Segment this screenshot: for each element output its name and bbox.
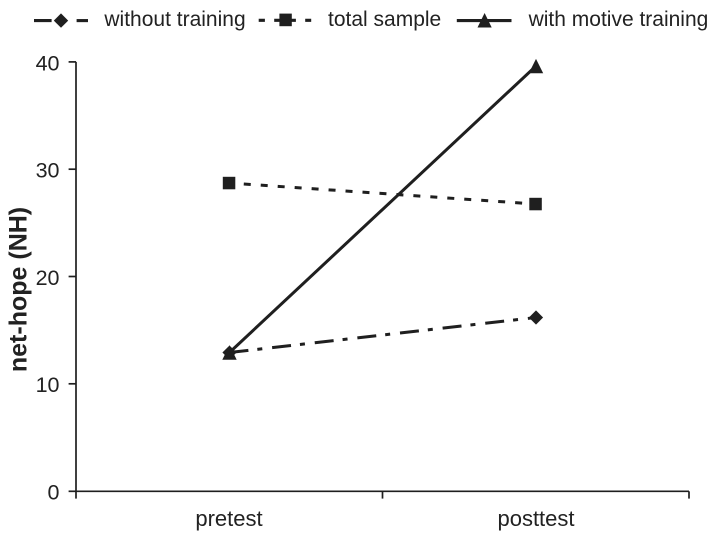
svg-text:posttest: posttest xyxy=(497,506,574,531)
svg-text:without training: without training xyxy=(103,8,245,31)
svg-text:pretest: pretest xyxy=(195,506,262,531)
svg-text:30: 30 xyxy=(36,159,60,183)
svg-text:total sample: total sample xyxy=(328,8,441,31)
svg-text:10: 10 xyxy=(36,373,60,397)
svg-text:40: 40 xyxy=(36,51,60,75)
svg-text:net-hope (NH): net-hope (NH) xyxy=(5,207,33,372)
svg-text:20: 20 xyxy=(36,266,60,290)
svg-text:0: 0 xyxy=(48,481,60,505)
svg-text:with motive training: with motive training xyxy=(528,8,709,31)
